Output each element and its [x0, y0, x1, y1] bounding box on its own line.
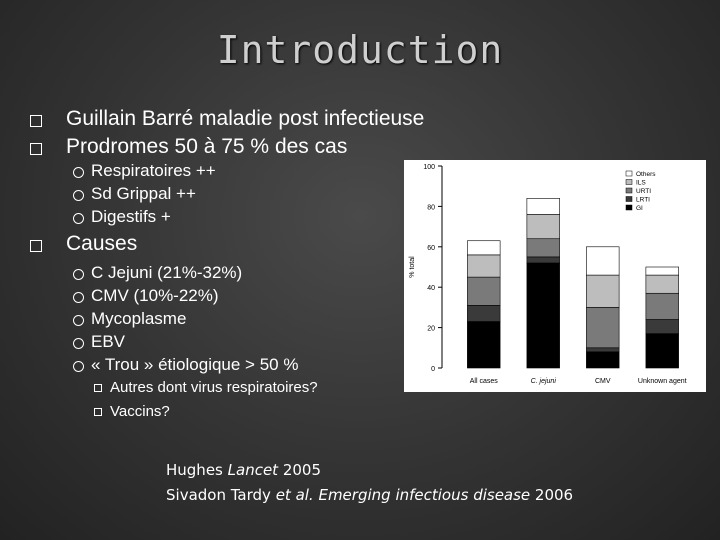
sub-sub-bullet-square-icon	[94, 408, 102, 416]
stacked-bar-chart: 0 20 40 60 80 100 % total All cases C. jejuni CMV…	[404, 160, 706, 392]
sub-bullet-ring-icon	[73, 269, 84, 280]
ref1-journal: Lancet	[227, 461, 279, 479]
sub-bullet-ring-icon	[73, 190, 84, 201]
legend-label: URTI	[636, 188, 651, 195]
reference-hughes: Hughes Lancet 2005	[166, 461, 321, 479]
prodrome-flu: Sd Grippal ++	[91, 184, 196, 203]
prodrome-respiratory: Respiratoires ++	[91, 161, 216, 180]
bar-segment	[526, 262, 560, 369]
legend-label: GI	[636, 205, 643, 212]
ref2-year: 2006	[530, 486, 574, 504]
cause-unknown: « Trou » étiologique > 50 %	[91, 355, 299, 374]
ref1-author: Hughes	[166, 461, 228, 479]
sub-bullet-ring-icon	[73, 338, 84, 349]
cause-vaccines: Vaccins?	[110, 403, 170, 420]
bar-segment	[467, 276, 501, 306]
bar-segment	[526, 238, 560, 258]
bar-segment	[586, 274, 620, 308]
bar-segment	[526, 214, 560, 240]
x-tick-label: CMV	[595, 378, 611, 385]
bar-segment	[645, 274, 679, 294]
bullet-gbs: Guillain Barré maladie post infectieuse	[66, 107, 425, 130]
ref2-etal: et al.	[275, 486, 314, 504]
bar-segment	[645, 333, 679, 369]
bar-segment	[586, 307, 620, 349]
reference-sivadon: Sivadon Tardy et al. Emerging infectious…	[166, 486, 573, 504]
bar-segment	[467, 240, 501, 256]
bar-segment	[645, 266, 679, 276]
bar-segment	[467, 321, 501, 369]
cause-cmv: CMV (10%-22%)	[91, 286, 219, 305]
legend-label: ILS	[636, 180, 646, 187]
legend-label: Others	[636, 171, 656, 178]
y-tick-label: 0	[431, 366, 435, 373]
x-tick-label: All cases	[470, 378, 499, 385]
sub-bullet-ring-icon	[73, 213, 84, 224]
bullet-causes: Causes	[66, 232, 138, 255]
legend-label: LRTI	[636, 197, 650, 204]
bar-segment	[586, 351, 620, 369]
y-axis-label: % total	[409, 256, 416, 278]
ref2-journal: Emerging infectious disease	[313, 486, 531, 504]
sub-bullet-ring-icon	[73, 361, 84, 372]
legend-swatch	[625, 196, 633, 202]
legend-swatch	[625, 179, 633, 185]
bullet-box-icon	[30, 240, 42, 252]
x-tick-label: C. jejuni	[531, 378, 557, 385]
bullet-box-icon	[30, 143, 42, 155]
y-tick-label: 100	[423, 164, 435, 171]
y-tick-label: 20	[427, 326, 435, 333]
bar-segment	[586, 347, 620, 353]
bar-segment	[467, 305, 501, 322]
y-tick-label: 60	[427, 245, 435, 252]
cause-ebv: EBV	[91, 332, 126, 351]
chart-svg: 0 20 40 60 80 100 % total All cases C. jejuni CMV…	[409, 164, 687, 385]
y-tick-label: 40	[427, 285, 435, 292]
sub-bullet-ring-icon	[73, 167, 84, 178]
prodrome-digestive: Digestifs +	[91, 207, 171, 226]
bullet-prodromes: Prodromes 50 à 75 % des cas	[66, 135, 348, 158]
x-tick-label: Unknown agent	[638, 378, 687, 385]
legend-swatch	[625, 187, 633, 194]
slide-title: Introduction	[216, 28, 504, 72]
legend-swatch	[625, 204, 633, 211]
sub-bullet-ring-icon	[73, 315, 84, 326]
cause-other-viruses: Autres dont virus respiratoires?	[110, 379, 318, 396]
bar-segment	[645, 319, 679, 334]
bar-segment	[586, 246, 620, 276]
bar-segment	[526, 198, 560, 215]
bar-segment	[645, 292, 679, 320]
ref1-year: 2005	[278, 461, 322, 479]
bar-segment	[467, 254, 501, 278]
bullet-box-icon	[30, 115, 42, 127]
ref2-author: Sivadon Tardy	[166, 486, 276, 504]
legend-swatch	[625, 170, 633, 177]
y-tick-label: 80	[427, 204, 435, 211]
cause-jejuni: C Jejuni (21%-32%)	[91, 263, 243, 282]
cause-mycoplasma: Mycoplasme	[91, 309, 187, 328]
bar-segment	[526, 256, 560, 264]
sub-sub-bullet-square-icon	[94, 384, 102, 392]
sub-bullet-ring-icon	[73, 292, 84, 303]
